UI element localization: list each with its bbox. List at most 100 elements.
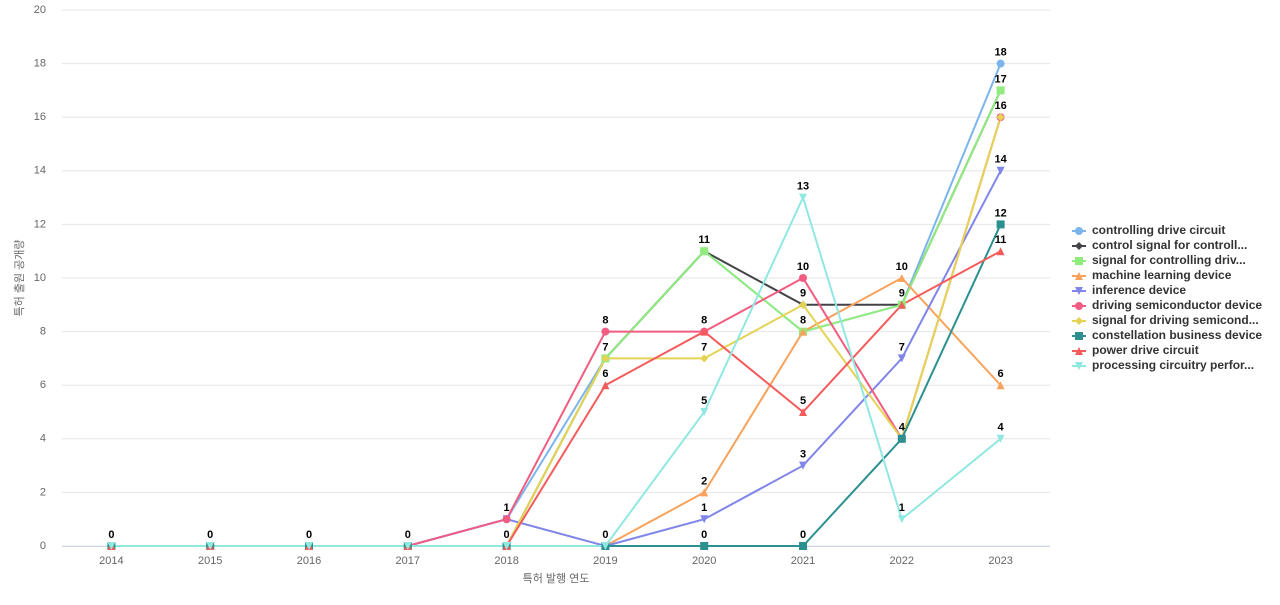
legend-label: driving semiconductor device [1092, 298, 1262, 312]
marker [996, 113, 1005, 122]
marker [1075, 242, 1083, 250]
marker [996, 59, 1005, 68]
marker [897, 515, 906, 524]
marker [700, 488, 709, 497]
data-label: 0 [504, 529, 510, 541]
series-line [111, 250, 1002, 547]
data-label: 5 [800, 395, 806, 407]
marker [601, 354, 610, 363]
marker [1075, 317, 1083, 325]
legend-item: processing circuitry perfor... [1072, 358, 1254, 372]
series-line [111, 194, 1002, 547]
data-label: 0 [306, 529, 312, 541]
data-label: 3 [800, 449, 806, 461]
series-line [111, 170, 1002, 548]
marker [996, 247, 1005, 256]
legend-item: signal for controlling driv... [1072, 253, 1246, 267]
data-label: 4 [899, 422, 906, 434]
marker [996, 166, 1005, 175]
data-label: 0 [800, 529, 806, 541]
data-label: 9 [800, 288, 806, 300]
data-label: 6 [998, 368, 1004, 380]
y-tick-label: 18 [34, 58, 46, 70]
marker [1075, 227, 1083, 235]
data-label: 2 [701, 475, 707, 487]
x-tick-label: 2021 [791, 555, 815, 567]
marker [799, 327, 807, 336]
y-tick-label: 4 [40, 433, 46, 445]
y-tick-label: 10 [34, 272, 46, 284]
legend-item: driving semiconductor device [1072, 298, 1262, 312]
marker [1075, 362, 1083, 370]
marker [897, 300, 906, 309]
data-label: 16 [994, 100, 1006, 112]
marker [996, 434, 1005, 443]
data-label: 0 [701, 529, 707, 541]
data-label: 11 [995, 234, 1007, 246]
marker [502, 542, 511, 550]
y-tick-label: 2 [40, 486, 46, 498]
data-label: 0 [108, 529, 114, 541]
data-label: 8 [800, 315, 806, 327]
marker [799, 461, 807, 470]
legend-label: processing circuitry perfor... [1092, 358, 1254, 372]
data-label: 13 [797, 181, 809, 193]
data-label: 1 [701, 502, 707, 514]
data-label: 17 [994, 73, 1006, 85]
x-tick-label: 2017 [396, 555, 420, 567]
marker [206, 542, 215, 550]
data-label: 7 [701, 341, 707, 353]
y-axis-title: 특허 출원 공개량 [13, 240, 26, 317]
data-label: 8 [701, 315, 707, 327]
data-label: 6 [602, 368, 608, 380]
data-label: 10 [896, 261, 908, 273]
marker [799, 274, 807, 282]
legend-label: control signal for controll... [1092, 238, 1247, 252]
data-label: 7 [602, 341, 608, 353]
marker [107, 542, 116, 550]
marker [305, 542, 313, 550]
legend-label: machine learning device [1092, 268, 1232, 282]
y-tick-label: 12 [34, 218, 46, 230]
marker [1075, 332, 1083, 340]
marker [700, 247, 709, 256]
legend-item: control signal for controll... [1072, 238, 1247, 252]
marker [700, 515, 709, 524]
legend-item: machine learning device [1072, 268, 1232, 282]
legend-item: signal for driving semicond... [1072, 313, 1259, 327]
data-label: 0 [602, 529, 608, 541]
x-tick-label: 2022 [890, 555, 914, 567]
marker [700, 327, 709, 336]
marker [799, 300, 807, 309]
marker [601, 327, 610, 336]
x-tick-label: 2016 [297, 555, 321, 567]
legend-label: inference device [1092, 283, 1186, 297]
legend-item: power drive circuit [1072, 343, 1199, 357]
marker [601, 542, 610, 550]
data-label: 14 [994, 154, 1007, 166]
legend-item: constellation business device [1072, 328, 1262, 342]
marker [1075, 287, 1083, 295]
y-tick-label: 14 [34, 165, 46, 177]
legend-label: power drive circuit [1092, 343, 1199, 357]
marker [1075, 272, 1083, 280]
legend-label: constellation business device [1092, 328, 1262, 342]
marker [700, 408, 709, 416]
marker [1075, 347, 1083, 355]
data-label: 18 [994, 47, 1006, 59]
x-tick-label: 2014 [99, 555, 123, 567]
legend-label: controlling drive circuit [1092, 223, 1225, 237]
data-label: 5 [701, 395, 707, 407]
data-label: 7 [899, 341, 905, 353]
x-tick-label: 2020 [692, 555, 716, 567]
marker [996, 381, 1005, 390]
x-tick-label: 2019 [593, 555, 617, 567]
marker [502, 515, 511, 524]
x-tick-label: 2018 [494, 555, 518, 567]
marker [799, 193, 807, 202]
data-label: 8 [602, 315, 608, 327]
x-axis-title: 특허 발행 연도 [523, 572, 590, 585]
y-tick-label: 20 [34, 4, 46, 16]
data-label: 0 [405, 529, 411, 541]
